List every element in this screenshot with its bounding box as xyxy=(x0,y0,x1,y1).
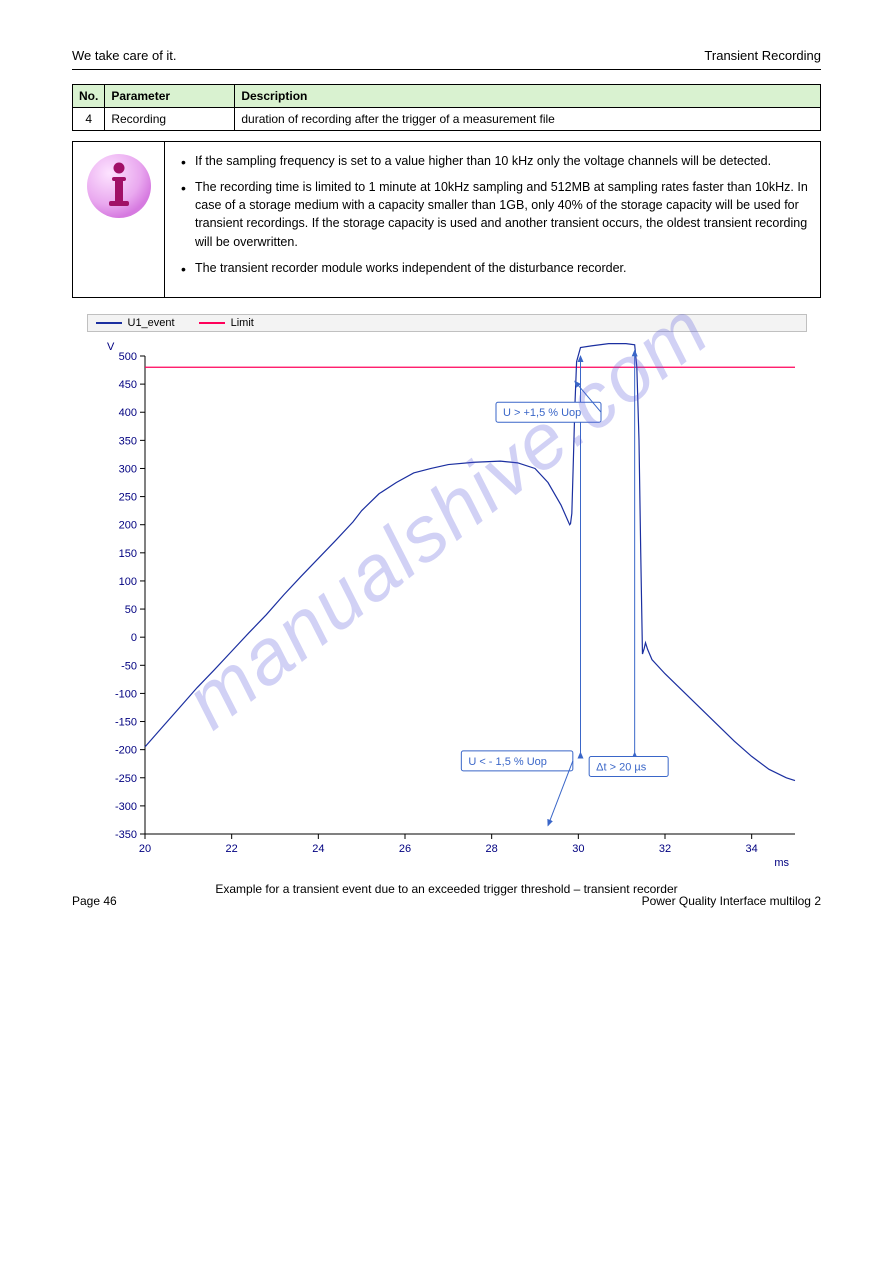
table-row: 4 Recording duration of recording after … xyxy=(73,108,821,131)
svg-text:24: 24 xyxy=(312,843,324,855)
svg-text:32: 32 xyxy=(658,843,670,855)
transient-chart: U1_event Limit V -350 -300 -250 -200 -150 -100… xyxy=(87,314,807,872)
header-left: We take care of it. xyxy=(72,48,177,63)
svg-text:Δt > 20 µs: Δt > 20 µs xyxy=(596,761,647,773)
svg-text:-100: -100 xyxy=(114,688,136,700)
legend-swatch xyxy=(199,322,225,324)
svg-text:28: 28 xyxy=(485,843,497,855)
svg-text:-350: -350 xyxy=(114,829,136,841)
cell-param: Recording xyxy=(105,108,235,131)
cell-no: 4 xyxy=(73,108,105,131)
svg-text:400: 400 xyxy=(118,407,136,419)
col-param: Parameter xyxy=(105,85,235,108)
svg-text:20: 20 xyxy=(138,843,150,855)
parameter-table: No. Parameter Description 4 Recording du… xyxy=(72,84,821,131)
page: manualshive.com We take care of it. Tran… xyxy=(0,0,893,936)
svg-text:100: 100 xyxy=(118,576,136,588)
svg-text:34: 34 xyxy=(745,843,757,855)
svg-text:300: 300 xyxy=(118,463,136,475)
svg-text:22: 22 xyxy=(225,843,237,855)
svg-text:-300: -300 xyxy=(114,801,136,813)
svg-text:-250: -250 xyxy=(114,773,136,785)
col-no: No. xyxy=(73,85,105,108)
svg-text:250: 250 xyxy=(118,491,136,503)
svg-text:-200: -200 xyxy=(114,744,136,756)
svg-text:200: 200 xyxy=(118,519,136,531)
chart-legend: U1_event Limit xyxy=(87,314,807,332)
legend-swatch xyxy=(96,322,122,324)
chart-svg: V -350 -300 -250 -200 -150 -100 -50 0 50 100 150 200… xyxy=(87,332,807,872)
svg-text:-150: -150 xyxy=(114,716,136,728)
cell-desc: duration of recording after the trigger … xyxy=(235,108,821,131)
info-box: If the sampling frequency is set to a va… xyxy=(72,141,821,298)
svg-text:350: 350 xyxy=(118,435,136,447)
page-header: We take care of it. Transient Recording xyxy=(72,48,821,70)
svg-text:0: 0 xyxy=(130,632,136,644)
legend-item-limit: Limit xyxy=(199,317,254,329)
legend-label: U1_event xyxy=(128,317,175,329)
footer-right: Power Quality Interface multilog 2 xyxy=(642,894,821,908)
footer-left: Page 46 xyxy=(72,894,117,908)
svg-text:U < - 1,5 % Uop: U < - 1,5 % Uop xyxy=(468,756,547,768)
header-right: Transient Recording xyxy=(704,48,821,63)
info-item: The transient recorder module works inde… xyxy=(177,259,808,277)
svg-text:50: 50 xyxy=(124,604,136,616)
svg-text:450: 450 xyxy=(118,379,136,391)
info-item: If the sampling frequency is set to a va… xyxy=(177,152,808,170)
page-footer: Page 46 Power Quality Interface multilog… xyxy=(72,894,821,908)
col-desc: Description xyxy=(235,85,821,108)
info-item: The recording time is limited to 1 minut… xyxy=(177,178,808,251)
svg-text:150: 150 xyxy=(118,548,136,560)
svg-text:ms: ms xyxy=(774,857,789,869)
info-icon-cell xyxy=(73,142,165,297)
svg-text:-50: -50 xyxy=(121,660,137,672)
info-icon xyxy=(85,152,153,220)
legend-label: Limit xyxy=(231,317,254,329)
svg-text:V: V xyxy=(107,341,115,353)
svg-text:26: 26 xyxy=(398,843,410,855)
info-text: If the sampling frequency is set to a va… xyxy=(165,142,820,297)
svg-text:500: 500 xyxy=(118,351,136,363)
svg-text:30: 30 xyxy=(572,843,584,855)
table-header-row: No. Parameter Description xyxy=(73,85,821,108)
legend-item-u1: U1_event xyxy=(96,317,175,329)
svg-text:U > +1,5 % Uop: U > +1,5 % Uop xyxy=(503,407,581,419)
